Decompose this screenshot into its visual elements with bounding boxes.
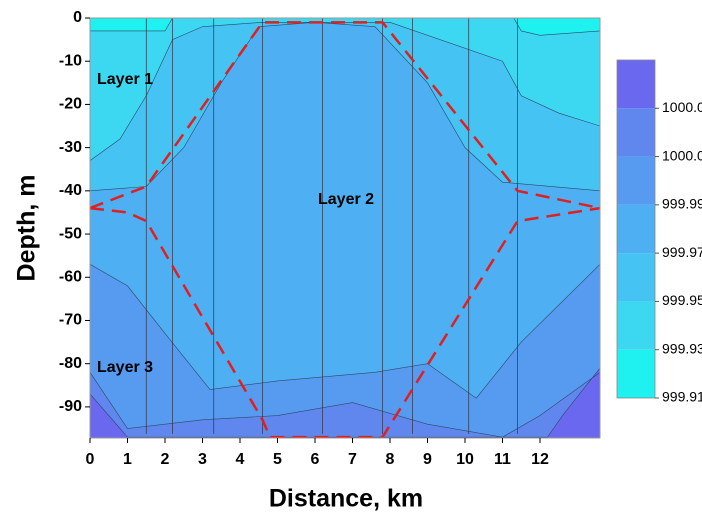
colorbar-band (617, 108, 655, 157)
x-tick-label: 9 (423, 451, 432, 468)
x-tick-label: 6 (311, 451, 320, 468)
colorbar-frame (616, 59, 656, 399)
x-tick-label: 12 (531, 451, 549, 468)
colorbar-band (617, 301, 655, 350)
y-tick-label: -90 (59, 398, 82, 415)
x-tick-label: 8 (386, 451, 395, 468)
colorbar-label: 999.97 (662, 244, 702, 260)
y-tick-label: -30 (59, 139, 82, 156)
x-tick-label: 7 (348, 451, 357, 468)
x-tick-label: 3 (198, 451, 207, 468)
layer-boundary (90, 206, 600, 438)
contour-line (90, 372, 600, 438)
y-tick-label: -70 (59, 312, 82, 329)
colorbar-band (617, 204, 655, 254)
contour-fill (90, 22, 600, 438)
annotation: Layer 1 (97, 71, 153, 88)
layer-boundary (90, 21, 600, 210)
colorbar-label: 999.91 (662, 389, 702, 405)
colorbar-label: 999.99 (662, 196, 702, 212)
overlay: 0 1 2 3 4 5 6 7 8 9 10 11 120-10-20-30-40-50-60-70-8… (59, 9, 702, 468)
y-tick-label: -20 (59, 96, 82, 113)
x-tick-label: 1 (123, 451, 132, 468)
plot-area (90, 18, 600, 438)
contour-line (90, 18, 600, 36)
x-axis-label: Distance, km (269, 485, 423, 513)
x-tick-label: 11 (494, 451, 511, 468)
colorbar-label: 1000.01 (662, 147, 702, 163)
y-axis-label: Depth, m (13, 175, 41, 282)
y-tick-label: -50 (59, 225, 82, 242)
colorbar-band (617, 253, 655, 302)
y-tick-label: -80 (59, 355, 82, 372)
colorbar-band (617, 349, 655, 398)
annotation: Layer 3 (97, 359, 153, 376)
y-tick-label: -40 (59, 182, 82, 199)
x-tick-label: 2 (161, 451, 170, 468)
x-tick-label: 0 (86, 451, 95, 468)
x-tick-label: 5 (273, 451, 282, 468)
x-tick-label: 4 (236, 451, 245, 468)
y-tick-label: -60 (59, 268, 82, 285)
colorbar-band (617, 156, 655, 205)
contour-fill (90, 372, 600, 438)
y-tick-label: 0 (73, 9, 82, 26)
x-tick-label: 10 (456, 451, 474, 468)
annotation: Layer 2 (318, 191, 374, 208)
y-tick-label: -10 (59, 52, 82, 69)
plot-frame (89, 17, 601, 439)
colorbar-label: 999.93 (662, 340, 702, 356)
colorbar-band (617, 60, 655, 109)
contour-fill (90, 264, 600, 438)
colorbar-label: 1000.03 (662, 99, 702, 115)
colorbar-label: 999.95 (662, 292, 702, 308)
